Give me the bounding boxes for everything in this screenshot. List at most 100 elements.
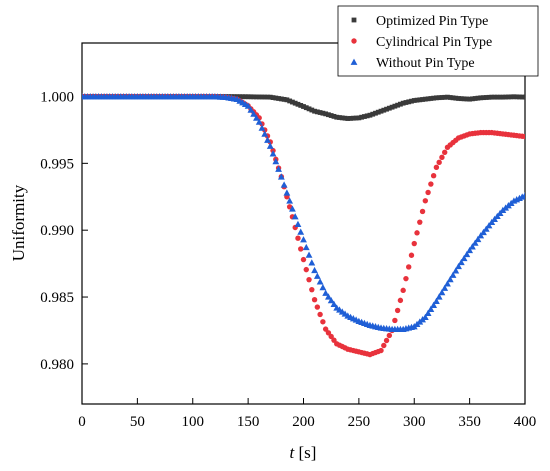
data-point-square xyxy=(309,107,315,113)
data-point-square xyxy=(273,95,279,101)
data-point-square xyxy=(497,94,503,100)
data-point-square xyxy=(439,95,445,100)
data-point-square xyxy=(384,106,389,112)
data-point-triangle xyxy=(468,243,476,250)
legend-label: Without Pin Type xyxy=(376,56,475,71)
data-point-triangle xyxy=(424,309,432,316)
data-point-square xyxy=(306,106,312,112)
data-point-triangle xyxy=(289,205,296,212)
series-without-pin-type xyxy=(82,93,525,333)
legend: Optimized Pin Type Cylindrical Pin Type Wi… xyxy=(337,5,539,77)
data-point-square xyxy=(290,99,295,105)
data-point-triangle xyxy=(300,236,307,243)
data-point-square xyxy=(522,94,525,100)
data-point-square xyxy=(337,115,342,120)
data-point-triangle xyxy=(302,243,310,251)
data-point-triangle xyxy=(277,173,285,180)
data-point-square xyxy=(364,113,370,119)
data-point-square xyxy=(422,96,428,102)
y-axis-label: Uniformity xyxy=(9,184,28,261)
data-point-circle xyxy=(433,164,440,171)
data-point-square xyxy=(436,95,442,101)
series-cylindrical-pin-type xyxy=(82,93,525,358)
data-point-square xyxy=(303,105,309,111)
data-point-square xyxy=(242,94,248,100)
data-point-circle xyxy=(442,149,448,156)
data-point-square xyxy=(342,115,348,121)
x-tick-label: 300 xyxy=(403,414,426,430)
data-point-triangle xyxy=(269,150,277,157)
data-point-circle xyxy=(317,311,323,318)
data-point-square xyxy=(411,98,417,103)
data-point-circle xyxy=(320,319,326,325)
data-point-square xyxy=(492,94,497,100)
data-point-square xyxy=(481,95,486,101)
data-point-square xyxy=(270,95,276,100)
data-point-square xyxy=(431,95,437,101)
data-point-square xyxy=(398,101,403,107)
data-point-triangle xyxy=(452,267,460,274)
data-point-circle xyxy=(397,297,404,304)
data-point-circle xyxy=(381,342,387,349)
data-point-circle xyxy=(425,189,431,196)
data-point-square xyxy=(373,110,378,116)
data-point-square xyxy=(381,107,387,113)
data-point-square xyxy=(417,97,423,103)
data-point-square xyxy=(314,109,320,115)
data-point-square xyxy=(278,96,284,102)
data-point-square xyxy=(386,105,392,111)
data-point-square xyxy=(425,96,431,102)
data-point-circle xyxy=(351,38,357,44)
data-point-square xyxy=(267,94,273,100)
x-tick-label: 50 xyxy=(130,414,145,430)
data-point-square xyxy=(389,104,395,110)
data-point-triangle xyxy=(258,124,266,131)
data-point-square xyxy=(403,100,409,105)
series-layer xyxy=(82,93,525,358)
data-point-square xyxy=(359,114,365,120)
data-point-triangle xyxy=(250,110,258,117)
data-point-triangle xyxy=(313,272,321,279)
data-point-triangle xyxy=(438,288,446,296)
data-point-square xyxy=(370,111,376,117)
data-point-square xyxy=(461,96,467,102)
data-point-square xyxy=(514,94,520,100)
data-point-square xyxy=(434,95,439,101)
data-point-triangle xyxy=(275,165,282,172)
data-point-square xyxy=(240,94,245,100)
data-point-square xyxy=(259,94,265,100)
data-point-circle xyxy=(311,297,318,303)
data-point-triangle xyxy=(457,258,465,266)
x-tick-label: 100 xyxy=(182,414,205,430)
data-point-circle xyxy=(306,276,312,283)
data-point-circle xyxy=(400,287,406,294)
data-point-triangle xyxy=(485,222,493,229)
legend-label: Cylindrical Pin Type xyxy=(376,35,492,50)
data-point-square xyxy=(339,115,345,121)
data-point-triangle xyxy=(482,225,490,232)
data-point-square xyxy=(350,115,356,121)
data-point-circle xyxy=(417,219,423,225)
data-point-square xyxy=(511,94,517,100)
data-point-triangle xyxy=(311,266,318,274)
data-point-square xyxy=(442,94,448,100)
data-point-square xyxy=(351,17,357,23)
data-point-circle xyxy=(522,133,525,140)
data-point-square xyxy=(326,112,331,118)
data-point-triangle xyxy=(441,284,449,291)
data-point-square xyxy=(292,100,298,106)
data-point-square xyxy=(458,96,464,102)
x-tick-label: 200 xyxy=(292,414,315,430)
data-point-square xyxy=(353,115,359,121)
data-point-triangle xyxy=(319,283,327,291)
data-point-circle xyxy=(378,347,384,354)
data-point-circle xyxy=(303,266,309,273)
data-point-circle xyxy=(428,181,434,187)
data-point-triangle xyxy=(283,189,291,196)
data-point-square xyxy=(503,94,509,100)
y-tick-label: 0.985 xyxy=(40,290,74,306)
data-point-triangle xyxy=(435,293,443,300)
data-point-square xyxy=(500,94,506,100)
data-point-circle xyxy=(394,307,401,314)
data-point-square xyxy=(362,114,367,119)
